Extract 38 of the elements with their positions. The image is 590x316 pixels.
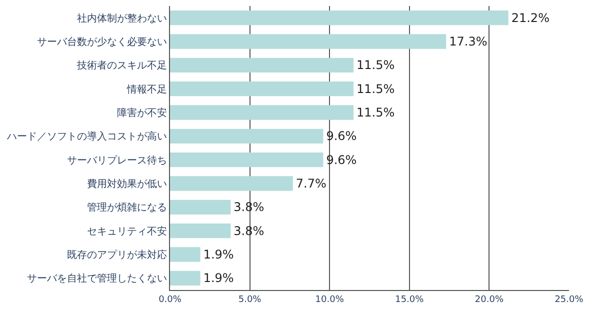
x-tick-label: 25.0% bbox=[554, 294, 584, 305]
data-label: 7.7% bbox=[296, 176, 326, 190]
bar bbox=[170, 105, 354, 120]
bar bbox=[170, 200, 231, 214]
data-label: 21.2% bbox=[511, 10, 550, 25]
y-tick-label: ハード／ソフトの導入コストが高い bbox=[6, 130, 167, 143]
x-tick-label: 15.0% bbox=[395, 294, 424, 305]
y-tick-label: 管理が煩雑になる bbox=[87, 202, 167, 214]
bar bbox=[170, 152, 324, 168]
x-tick-label: 0.0% bbox=[158, 294, 182, 305]
y-tick-label: 費用対効果が低い bbox=[87, 178, 167, 190]
y-tick-label: サーバ台数が少なく必要ない bbox=[37, 36, 167, 48]
y-tick-label: 既存のアプリが未対応 bbox=[67, 249, 167, 261]
y-tick-label: サーバを自社で管理したくない bbox=[27, 272, 167, 285]
bar bbox=[170, 247, 200, 262]
data-label: 11.5% bbox=[356, 82, 395, 96]
bar bbox=[170, 224, 231, 238]
bar bbox=[170, 128, 324, 144]
data-label: 11.5% bbox=[356, 58, 395, 72]
bar bbox=[170, 58, 354, 72]
y-tick-label: 障害が不安 bbox=[117, 107, 167, 119]
bar bbox=[170, 34, 446, 49]
y-tick-label: 情報不足 bbox=[126, 83, 167, 96]
x-tick-label: 10.0% bbox=[315, 294, 344, 305]
data-label: 17.3% bbox=[449, 34, 488, 48]
bar bbox=[170, 82, 354, 96]
data-label: 11.5% bbox=[356, 106, 395, 120]
y-tick-label: サーバリプレース待ち bbox=[67, 154, 167, 166]
x-tick-label: 20.0% bbox=[474, 294, 504, 305]
data-label: 1.9% bbox=[203, 248, 234, 262]
y-tick-label: 技術者のスキル不足 bbox=[76, 60, 167, 72]
data-label: 1.9% bbox=[203, 271, 234, 286]
bar bbox=[170, 270, 200, 286]
bar bbox=[170, 10, 508, 26]
bar bbox=[170, 176, 293, 191]
x-tick-label: 5.0% bbox=[238, 294, 262, 305]
y-tick-label: セキュリティ不安 bbox=[87, 225, 167, 238]
y-tick-label: 社内体制が整わない bbox=[77, 12, 167, 24]
